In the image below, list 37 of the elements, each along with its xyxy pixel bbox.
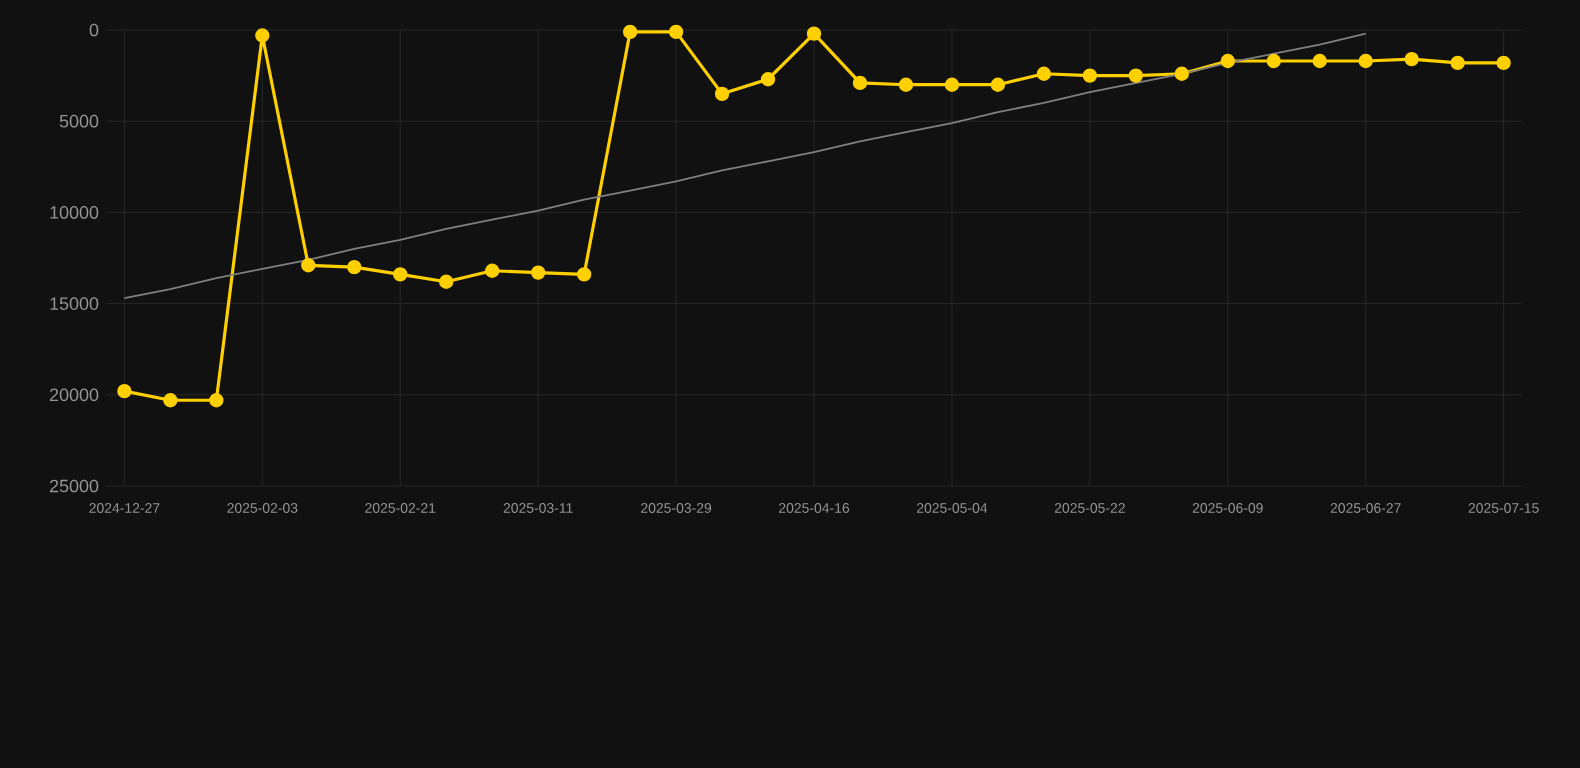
point xyxy=(1496,55,1511,71)
point xyxy=(209,393,224,408)
point xyxy=(898,77,914,92)
point xyxy=(852,75,868,91)
point xyxy=(347,259,362,275)
point xyxy=(668,24,684,40)
point xyxy=(576,267,592,282)
point xyxy=(1036,66,1052,81)
point xyxy=(531,265,546,280)
point xyxy=(393,267,408,282)
y-tick-label: 5000 xyxy=(59,114,99,128)
point xyxy=(485,263,500,278)
y-tick-label: 25000 xyxy=(50,479,99,493)
point xyxy=(1220,53,1235,69)
point xyxy=(1358,53,1373,69)
point xyxy=(1312,53,1327,69)
point xyxy=(622,24,638,40)
y-tick-label: 10000 xyxy=(50,206,99,219)
point xyxy=(439,274,454,289)
point xyxy=(806,26,822,41)
point xyxy=(714,86,730,102)
point xyxy=(760,72,776,87)
point xyxy=(990,77,1006,92)
point xyxy=(255,28,270,43)
point xyxy=(1174,66,1189,81)
y-tick-label: 0 xyxy=(89,23,99,37)
point xyxy=(1128,68,1144,83)
point xyxy=(117,383,132,399)
point xyxy=(1404,52,1419,67)
point xyxy=(163,393,178,408)
point xyxy=(301,258,316,273)
point xyxy=(1266,53,1281,69)
point xyxy=(1082,68,1098,83)
y-tick-label: 15000 xyxy=(50,297,99,310)
y-tick-label: 20000 xyxy=(50,388,99,402)
point xyxy=(1450,55,1465,71)
point xyxy=(944,77,960,92)
